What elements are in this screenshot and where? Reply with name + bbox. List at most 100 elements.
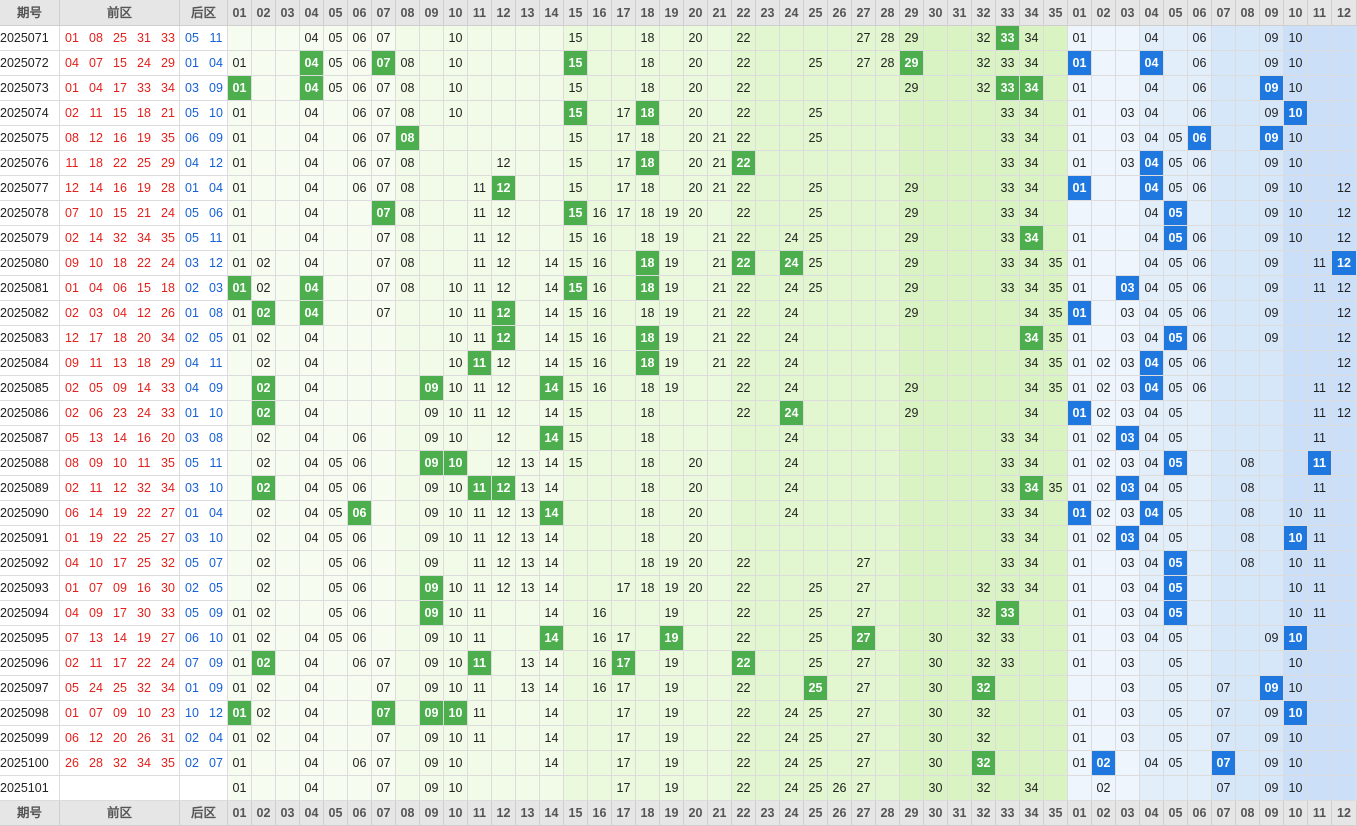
front-cell: 01 <box>228 226 252 251</box>
front-cell <box>516 751 540 776</box>
back-number: 05 <box>185 556 199 570</box>
front-cell: 01 <box>228 251 252 276</box>
front-cell <box>252 51 276 76</box>
front-cell <box>756 51 780 76</box>
back-cell <box>1164 776 1188 801</box>
back-number: 08 <box>209 306 223 320</box>
back-cell <box>1236 626 1260 651</box>
front-cell <box>252 176 276 201</box>
back-cell <box>1164 26 1188 51</box>
back-cell <box>1212 451 1236 476</box>
front-cell: 29 <box>900 76 924 101</box>
front-cell <box>228 551 252 576</box>
front-cell <box>900 326 924 351</box>
header-issue: 期号 <box>0 0 60 26</box>
back-cell: 10 <box>1284 726 1308 751</box>
back-cell: 11 <box>1308 601 1332 626</box>
front-number: 18 <box>161 281 175 295</box>
back-cell: 06 <box>1188 101 1212 126</box>
front-number: 01 <box>65 281 79 295</box>
back-cell <box>1188 401 1212 426</box>
front-cell <box>732 501 756 526</box>
front-cell: 22 <box>732 226 756 251</box>
front-cell: 09 <box>420 751 444 776</box>
front-cell: 14 <box>540 701 564 726</box>
front-cell <box>348 201 372 226</box>
front-number: 34 <box>137 756 151 770</box>
back-cell <box>1092 101 1116 126</box>
back-cell: 10 <box>1284 551 1308 576</box>
back-cell: 08 <box>1236 526 1260 551</box>
back-cell <box>1092 126 1116 151</box>
back-cell: 04 <box>1140 326 1164 351</box>
front-cell <box>612 401 636 426</box>
back-cell <box>1140 676 1164 701</box>
front-cell <box>444 201 468 226</box>
back-draw: 05 07 <box>180 551 228 576</box>
front-number: 17 <box>113 606 127 620</box>
front-cell: 35 <box>1044 476 1068 501</box>
front-draw: 01 08 25 31 33 <box>60 26 180 51</box>
front-cell: 10 <box>444 76 468 101</box>
front-cell: 04 <box>300 501 324 526</box>
back-cell <box>1332 551 1357 576</box>
back-number: 02 <box>185 331 199 345</box>
back-cell <box>1212 51 1236 76</box>
front-cell <box>564 726 588 751</box>
back-cell <box>1236 701 1260 726</box>
footer-front-col: 29 <box>900 801 924 826</box>
front-cell: 10 <box>444 601 468 626</box>
back-draw: 04 12 <box>180 151 228 176</box>
back-cell: 06 <box>1188 376 1212 401</box>
header-front-col: 22 <box>732 0 756 26</box>
front-cell: 29 <box>900 51 924 76</box>
front-cell: 06 <box>348 501 372 526</box>
back-number: 02 <box>185 581 199 595</box>
front-cell <box>612 226 636 251</box>
front-cell <box>876 601 900 626</box>
front-cell: 18 <box>636 576 660 601</box>
front-cell <box>684 326 708 351</box>
front-cell <box>1044 526 1068 551</box>
front-cell: 13 <box>516 476 540 501</box>
front-cell: 27 <box>852 601 876 626</box>
back-cell: 04 <box>1140 26 1164 51</box>
front-cell <box>756 401 780 426</box>
footer-front-col: 31 <box>948 801 972 826</box>
front-cell: 12 <box>492 376 516 401</box>
back-draw: 02 05 <box>180 326 228 351</box>
front-cell <box>972 226 996 251</box>
front-cell <box>756 726 780 751</box>
front-cell <box>924 501 948 526</box>
front-cell: 33 <box>996 51 1020 76</box>
front-cell: 04 <box>300 376 324 401</box>
front-cell: 22 <box>732 351 756 376</box>
front-cell: 01 <box>228 176 252 201</box>
front-cell: 04 <box>300 126 324 151</box>
front-cell: 18 <box>636 51 660 76</box>
front-cell: 34 <box>1020 501 1044 526</box>
front-cell: 14 <box>540 276 564 301</box>
front-number: 03 <box>89 306 103 320</box>
front-cell: 11 <box>468 551 492 576</box>
front-cell <box>924 601 948 626</box>
front-cell <box>780 201 804 226</box>
front-cell: 02 <box>252 351 276 376</box>
front-cell <box>324 751 348 776</box>
back-cell: 01 <box>1068 501 1092 526</box>
front-cell: 09 <box>420 526 444 551</box>
front-cell <box>276 701 300 726</box>
front-cell: 19 <box>660 376 684 401</box>
front-cell: 10 <box>444 301 468 326</box>
front-cell <box>780 626 804 651</box>
back-draw: 01 10 <box>180 401 228 426</box>
back-cell: 11 <box>1308 276 1332 301</box>
back-cell: 03 <box>1116 276 1140 301</box>
front-cell <box>468 26 492 51</box>
back-cell <box>1260 426 1284 451</box>
back-cell <box>1236 751 1260 776</box>
back-cell: 04 <box>1140 151 1164 176</box>
back-cell: 04 <box>1140 101 1164 126</box>
front-cell: 14 <box>540 376 564 401</box>
front-number: 10 <box>89 556 103 570</box>
